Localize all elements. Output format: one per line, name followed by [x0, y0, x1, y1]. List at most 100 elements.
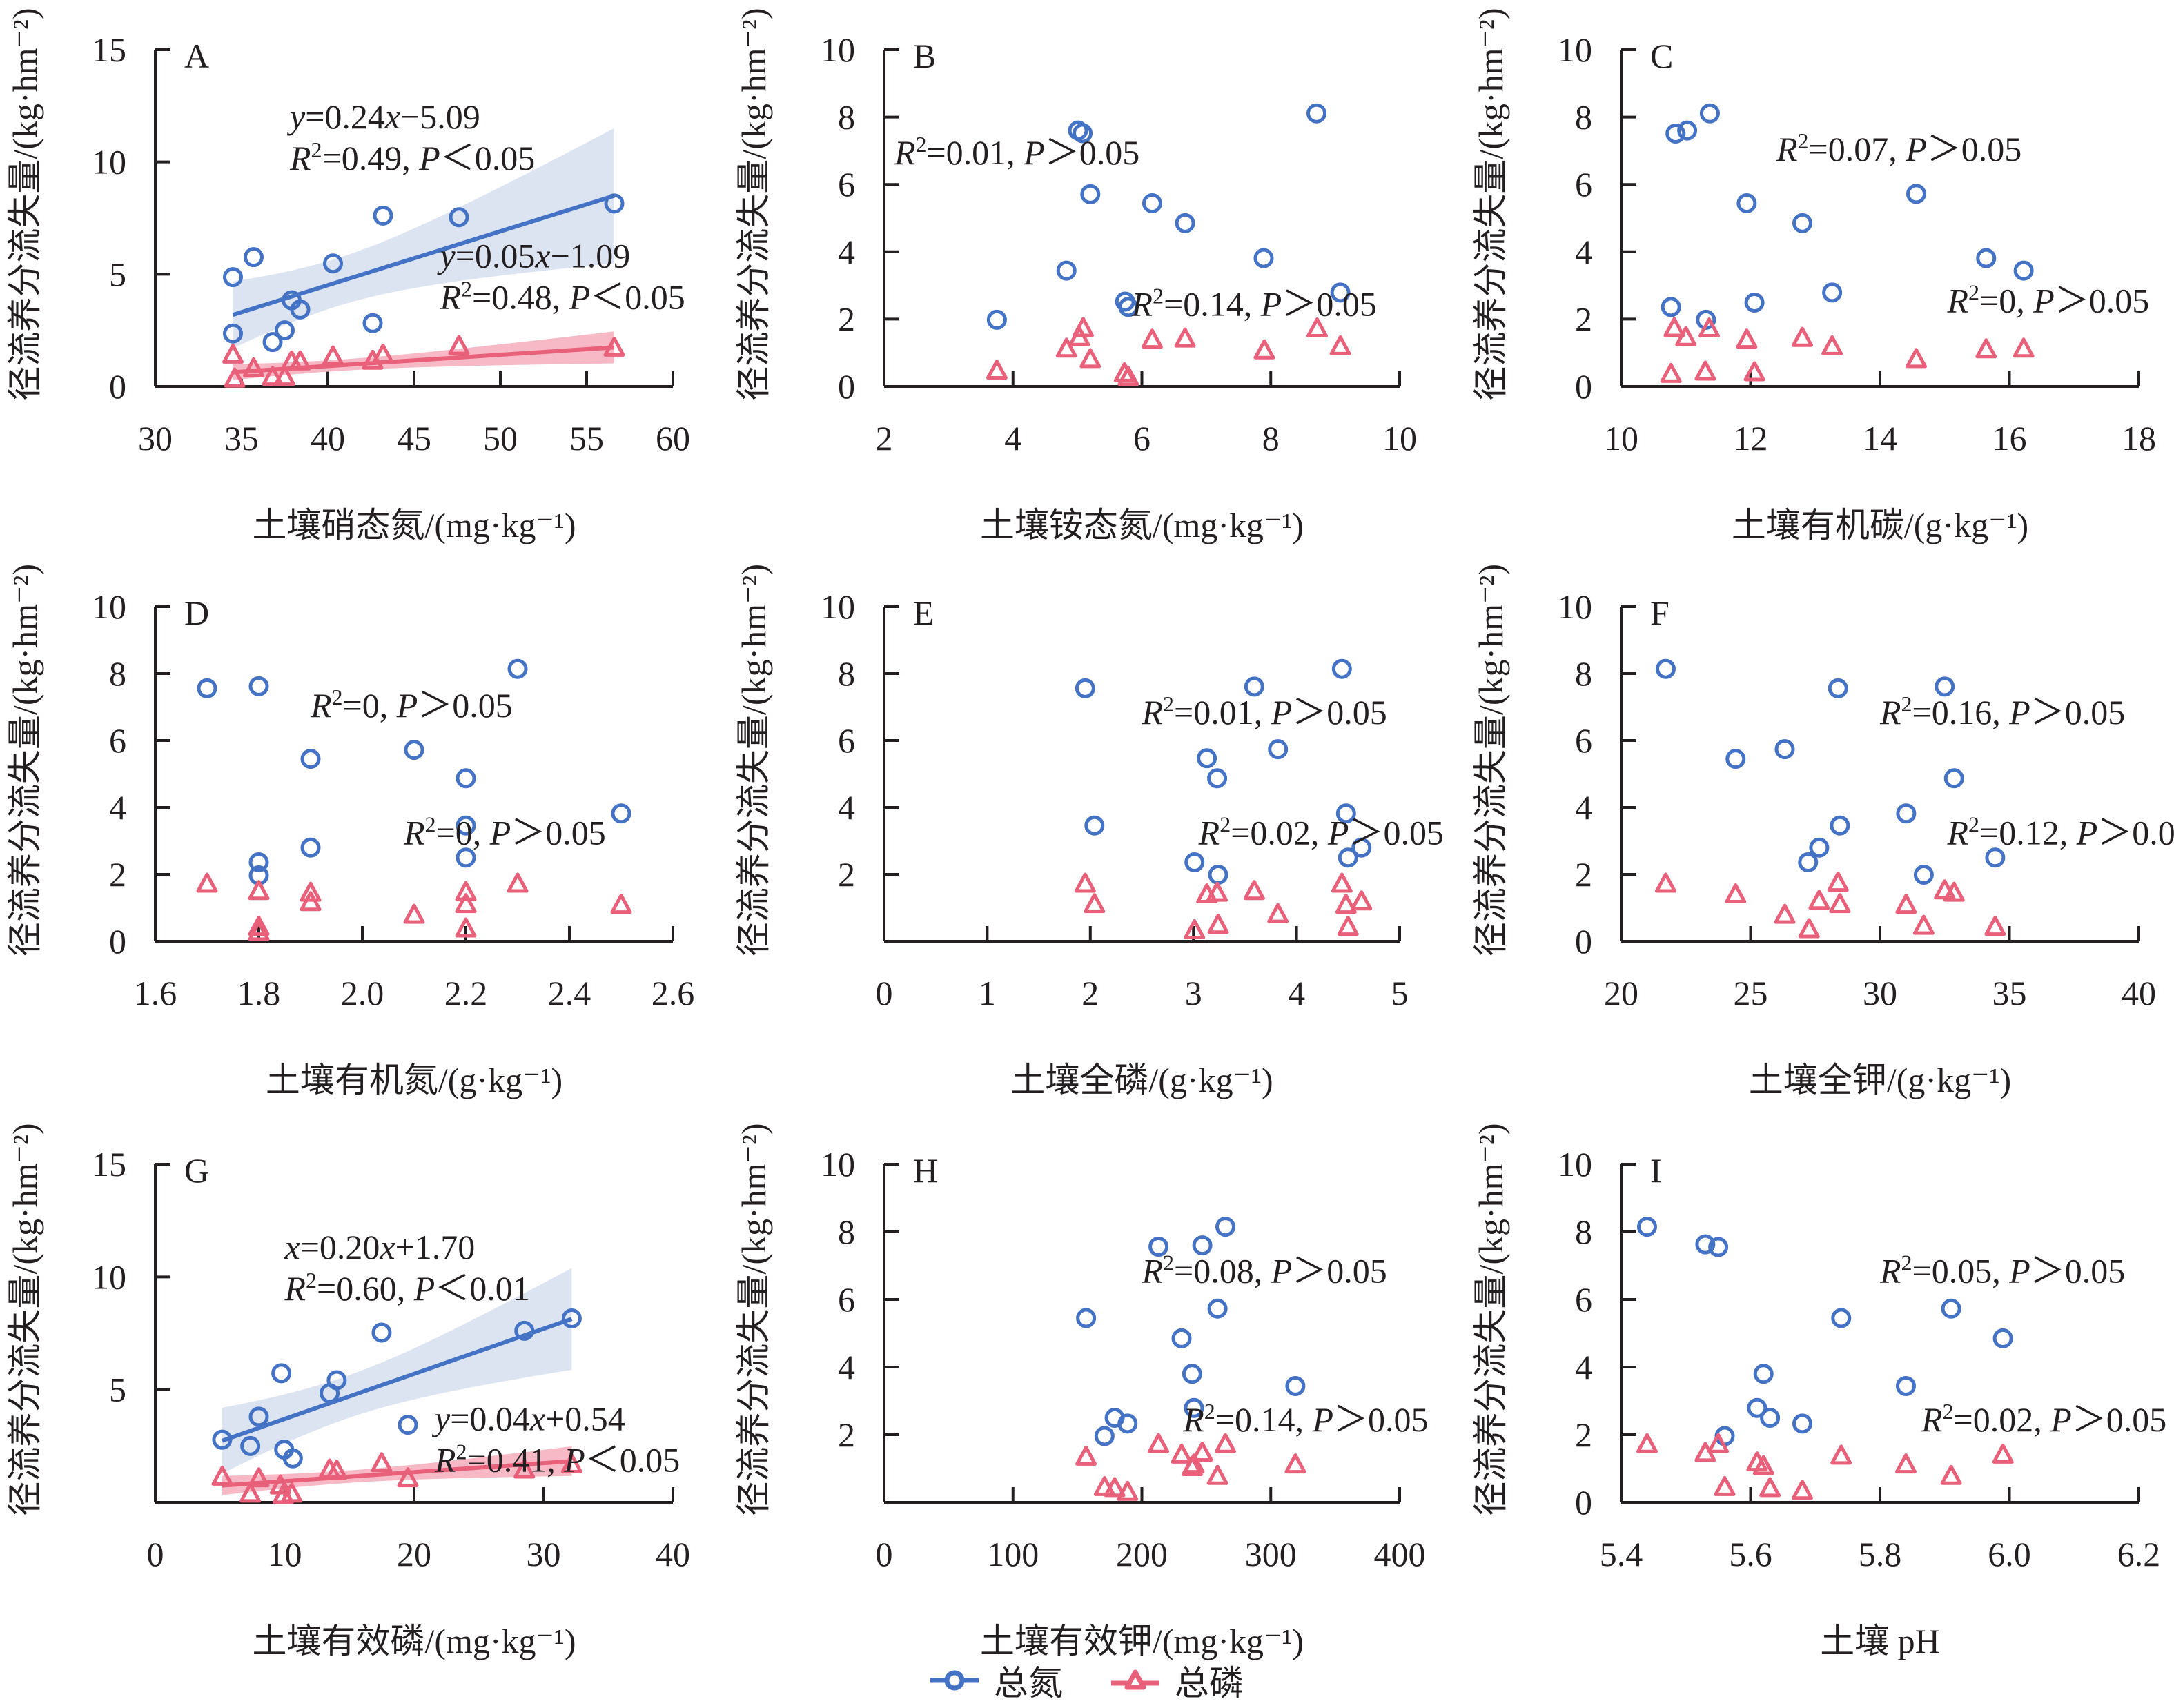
total-nitrogen-point	[1943, 768, 1964, 789]
r2-annotation: R2=0.41, P＜0.05	[434, 1439, 680, 1479]
total-nitrogen-point	[1306, 103, 1327, 124]
total-phosphorus-point	[1284, 1453, 1306, 1474]
panel-letter: F	[1650, 593, 1669, 632]
total-phosphorus-point	[1351, 890, 1373, 911]
x-tick-label: 10	[1604, 419, 1638, 458]
x-tick-label: 45	[397, 419, 431, 458]
total-phosphorus-point	[1335, 894, 1357, 914]
r2-annotation: R2=0.02, P＞0.05	[1921, 1399, 2166, 1439]
total-phosphorus-point	[1055, 337, 1077, 358]
regression-equation: y=0.04x+0.54	[431, 1399, 625, 1437]
total-nitrogen-point	[1792, 1413, 1812, 1434]
total-phosphorus-point	[1752, 1455, 1774, 1475]
total-phosphorus-point	[610, 894, 632, 914]
total-phosphorus-point	[289, 350, 311, 371]
total-nitrogen-point	[197, 678, 217, 698]
total-phosphorus-point	[1084, 893, 1106, 914]
x-tick-label: 35	[224, 419, 259, 458]
x-axis-label: 土壤全钾/(g·kg⁻¹)	[1749, 1061, 2011, 1099]
total-nitrogen-point	[514, 1320, 535, 1341]
total-nitrogen-point	[561, 1308, 582, 1328]
total-phosphorus-point	[1073, 317, 1095, 337]
panel-e: 径流养分流失量/(kg·hm⁻²) 2 4 6 8 10 0 1 2 3 4 5 土壤全磷/(g·kg⁻…	[734, 564, 1444, 1099]
y-tick-label: 0	[109, 367, 126, 406]
x-tick-label: 2.0	[341, 974, 384, 1012]
r2-annotation: R2=0.49, P＜0.05	[289, 137, 535, 177]
total-nitrogen-point	[1171, 1328, 1192, 1348]
x-axis-label: 土壤 pH	[1820, 1622, 1940, 1660]
total-nitrogen-point	[1744, 292, 1765, 313]
r2-annotation: R2=0.14, P＞0.05	[1131, 284, 1377, 324]
total-nitrogen-point	[604, 193, 625, 214]
total-nitrogen-point	[1831, 1308, 1852, 1328]
y-tick-label: 4	[1575, 788, 1592, 827]
y-axis-label: 径流养分流失量/(kg·hm⁻²)	[734, 1123, 773, 1515]
total-nitrogen-point	[1913, 864, 1934, 885]
x-tick-label: 100	[987, 1535, 1039, 1573]
y-tick-label: 4	[838, 788, 855, 827]
total-nitrogen-point	[1809, 837, 1830, 858]
y-tick-label: 8	[1575, 98, 1592, 137]
total-nitrogen-point	[1695, 1234, 1716, 1255]
total-phosphorus-point	[1725, 883, 1747, 904]
total-nitrogen-point	[1118, 297, 1139, 317]
r2-annotation: R2=0.05, P＞0.05	[1879, 1250, 2125, 1290]
total-phosphorus-point	[1191, 1441, 1213, 1462]
total-phosphorus-point	[1792, 1480, 1813, 1500]
total-phosphorus-point	[455, 893, 477, 914]
total-nitrogen-point	[1207, 1298, 1228, 1319]
x-tick-label: 5.4	[1600, 1535, 1643, 1573]
y-tick-label: 10	[92, 587, 126, 626]
y-tick-label: 0	[838, 367, 855, 406]
total-nitrogen-point	[1992, 1328, 2013, 1348]
total-nitrogen-point	[240, 1435, 261, 1456]
total-phosphorus-point	[1827, 872, 1849, 892]
y-tick-label: 4	[838, 1348, 855, 1386]
total-nitrogen-point	[1976, 248, 1997, 268]
total-phosphorus-point	[560, 1453, 582, 1473]
total-phosphorus-point	[239, 1482, 262, 1503]
total-nitrogen-point	[223, 267, 243, 288]
y-tick-label: 0	[1575, 922, 1592, 961]
y-tick-label: 2	[1575, 1415, 1592, 1454]
total-nitrogen-point	[1084, 815, 1105, 836]
total-phosphorus-point	[1243, 880, 1265, 901]
total-phosphorus-point	[1215, 1433, 1237, 1453]
total-phosphorus-point	[1267, 903, 1289, 923]
total-phosphorus-point	[455, 881, 477, 901]
total-phosphorus-point	[300, 891, 322, 912]
x-tick-label: 60	[656, 419, 690, 458]
legend: 总氮 总磷	[0, 1660, 2174, 1702]
total-nitrogen-point	[1117, 1413, 1138, 1434]
y-tick-label: 6	[1575, 1280, 1592, 1319]
panel-a: 径流养分流失量/(kg·hm⁻²) 0 5 10 15 30 35 40 45 50 55 60 土壤硝…	[6, 8, 690, 544]
confidence-band	[222, 1268, 572, 1474]
total-phosphorus-point	[248, 880, 270, 901]
y-tick-label: 10	[821, 587, 855, 626]
total-nitrogen-point	[1906, 184, 1926, 204]
regression-equation: y=0.05x−1.09	[437, 237, 631, 275]
x-tick-label: 40	[2122, 974, 2156, 1012]
total-phosphorus-point	[222, 343, 244, 364]
total-nitrogen-point	[1351, 837, 1372, 858]
r2-annotation: R2=0.08, P＞0.05	[1142, 1250, 1387, 1290]
total-phosphorus-point	[1808, 890, 1830, 910]
total-phosphorus-point	[1906, 348, 1927, 369]
r2-annotation: R2=0.02, P＞0.05	[1198, 812, 1444, 852]
triangle-marker-icon	[1111, 1669, 1159, 1690]
total-phosphorus-point	[281, 1482, 303, 1503]
y-tick-label: 6	[838, 721, 855, 760]
total-nitrogen-point	[300, 837, 321, 858]
total-phosphorus-point	[1694, 360, 1716, 381]
total-nitrogen-point	[1985, 847, 2006, 868]
panel-i: 径流养分流失量/(kg·hm⁻²) 0 2 4 6 8 10 5.4 5.6 5.8 6.0 6.2 土…	[1471, 1123, 2166, 1660]
y-tick-label: 10	[1558, 587, 1592, 626]
total-nitrogen-point	[223, 323, 243, 344]
x-axis-label: 土壤有效钾/(mg·kg⁻¹)	[980, 1622, 1304, 1660]
total-phosphorus-point	[1798, 918, 1820, 939]
x-tick-label: 6.0	[1988, 1535, 2031, 1573]
y-tick-label: 4	[1575, 1348, 1592, 1386]
total-phosphorus-point	[196, 872, 218, 893]
confidence-band	[222, 1446, 572, 1495]
total-nitrogen-point	[1338, 847, 1358, 868]
